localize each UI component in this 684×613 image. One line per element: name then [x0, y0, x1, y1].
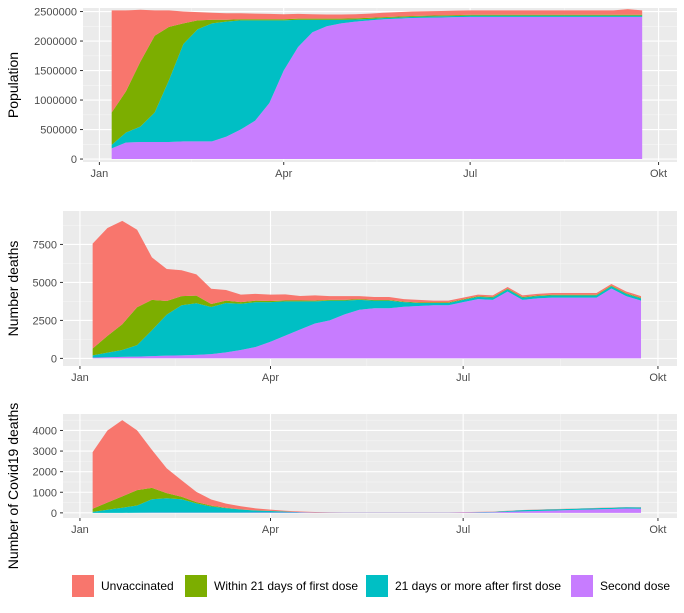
- area-series-second-dose: [111, 16, 643, 160]
- x-tick-label: Okt: [650, 168, 667, 180]
- x-tick-label: Apr: [275, 168, 292, 180]
- y-tick-label: 2000: [33, 467, 57, 479]
- legend-label: Unvaccinated: [101, 579, 174, 593]
- x-tick-label: Jul: [456, 372, 470, 384]
- legend-label: Second dose: [600, 579, 670, 593]
- legend-item-within-21-days-of-first-dose: Within 21 days of first dose: [185, 575, 358, 597]
- legend-item-unvaccinated: Unvaccinated: [72, 575, 174, 597]
- legend-label: 21 days or more after first dose: [395, 579, 561, 593]
- x-tick-label: Jan: [91, 168, 109, 180]
- y-tick-label: 500000: [40, 125, 77, 137]
- y-tick-label: 4000: [33, 425, 57, 437]
- chart-panel-1: 0 500000 1000000 1500000 2000000 2500000 Jan Ap…: [5, 7, 677, 180]
- legend-item-second-dose: Second dose: [571, 575, 670, 597]
- x-tick-label: Apr: [262, 524, 279, 536]
- area-series-unvaccinated: [92, 220, 642, 349]
- x-tick-label: Okt: [649, 524, 666, 536]
- x-tick-label: Jul: [463, 168, 477, 180]
- area-series-21-days-or-more-after-first-dose: [92, 286, 642, 358]
- y-axis-title: Population: [5, 52, 21, 118]
- area-series-within-21-days-of-first-dose: [92, 487, 642, 513]
- y-tick-label: 7500: [33, 239, 57, 251]
- chart-panel-3: 0 1000 2000 3000 4000 Jan Apr Jul Okt Number of C…: [5, 403, 677, 570]
- x-tick-label: Okt: [649, 372, 666, 384]
- legend-item-21-days-or-more-after-first-dose: 21 days or more after first dose: [366, 575, 561, 597]
- legend-label: Within 21 days of first dose: [214, 579, 358, 593]
- x-tick-label: Jan: [71, 372, 89, 384]
- legend-swatch: [185, 575, 207, 597]
- x-tick-label: Jul: [456, 524, 470, 536]
- area-series-21-days-or-more-after-first-dose: [92, 498, 642, 513]
- legend-swatch: [366, 575, 388, 597]
- area-series-21-days-or-more-after-first-dose: [111, 15, 643, 149]
- area-series-second-dose: [92, 288, 642, 359]
- area-series-unvaccinated: [111, 9, 643, 113]
- y-tick-label: 1000000: [34, 95, 77, 107]
- y-tick-label: 2000000: [34, 36, 77, 48]
- area-series-second-dose: [92, 508, 642, 513]
- legend-swatch: [571, 575, 593, 597]
- x-tick-label: Jan: [71, 524, 89, 536]
- y-tick-label: 1000: [33, 487, 57, 499]
- y-tick-label: 0: [51, 508, 57, 520]
- chart-legend: Unvaccinated Within 21 days of first dose…: [72, 575, 670, 597]
- legend-swatch: [72, 575, 94, 597]
- chart-panel-2: 0 2500 5000 7500 Jan Apr Jul Okt Number deaths: [5, 211, 677, 384]
- area-series-within-21-days-of-first-dose: [92, 285, 642, 356]
- y-tick-label: 1500000: [34, 66, 77, 78]
- y-tick-label: 0: [71, 154, 77, 166]
- y-axis-title: Number of Covid19 deaths: [5, 403, 21, 570]
- x-tick-label: Apr: [262, 372, 279, 384]
- y-tick-label: 5000: [33, 277, 57, 289]
- y-axis-title: Number deaths: [5, 241, 21, 337]
- y-tick-label: 2500: [33, 315, 57, 327]
- y-tick-label: 0: [51, 353, 57, 365]
- y-tick-label: 3000: [33, 446, 57, 458]
- y-tick-label: 2500000: [34, 7, 77, 19]
